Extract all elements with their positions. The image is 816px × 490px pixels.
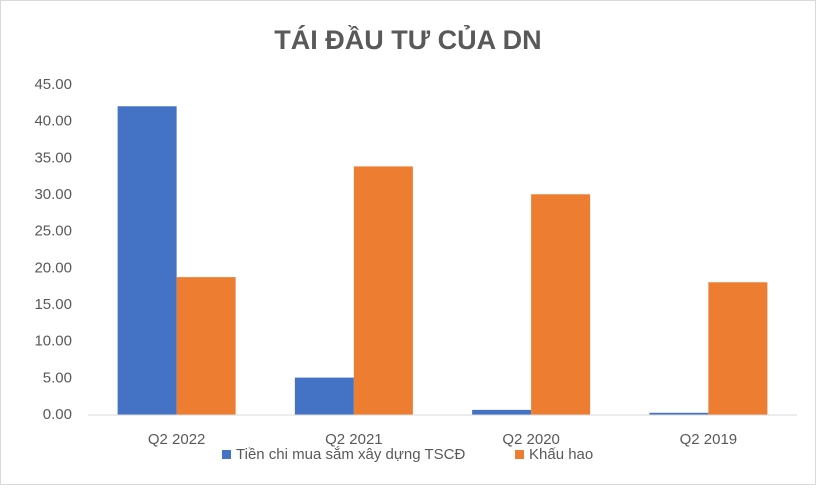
legend-swatch xyxy=(222,450,231,459)
legend-label: Tiền chi mua sắm xây dựng TSCĐ xyxy=(236,446,465,463)
bar xyxy=(472,409,532,415)
bar xyxy=(176,277,236,415)
bar xyxy=(708,282,768,415)
y-tick-label: 30.00 xyxy=(34,186,72,203)
x-tick-label: Q2 2021 xyxy=(325,431,383,448)
x-tick-label: Q2 2022 xyxy=(148,431,206,448)
bar xyxy=(531,194,591,415)
y-tick-label: 5.00 xyxy=(43,369,72,386)
legend-label: Khấu hao xyxy=(529,446,593,463)
y-tick-label: 35.00 xyxy=(34,149,72,166)
y-tick-label: 15.00 xyxy=(34,296,72,313)
chart-title: TÁI ĐẦU TƯ CỦA DN xyxy=(274,23,541,55)
bar xyxy=(294,377,354,415)
x-tick-label: Q2 2019 xyxy=(680,431,738,448)
x-tick-label: Q2 2020 xyxy=(502,431,560,448)
y-tick-label: 25.00 xyxy=(34,223,72,240)
y-tick-label: 0.00 xyxy=(43,406,72,423)
legend-swatch xyxy=(515,450,524,459)
bar xyxy=(649,412,709,415)
bar xyxy=(353,166,413,415)
y-tick-label: 45.00 xyxy=(34,76,72,93)
y-tick-label: 10.00 xyxy=(34,333,72,350)
y-tick-label: 40.00 xyxy=(34,113,72,130)
y-tick-label: 20.00 xyxy=(34,259,72,276)
bar xyxy=(117,106,177,416)
